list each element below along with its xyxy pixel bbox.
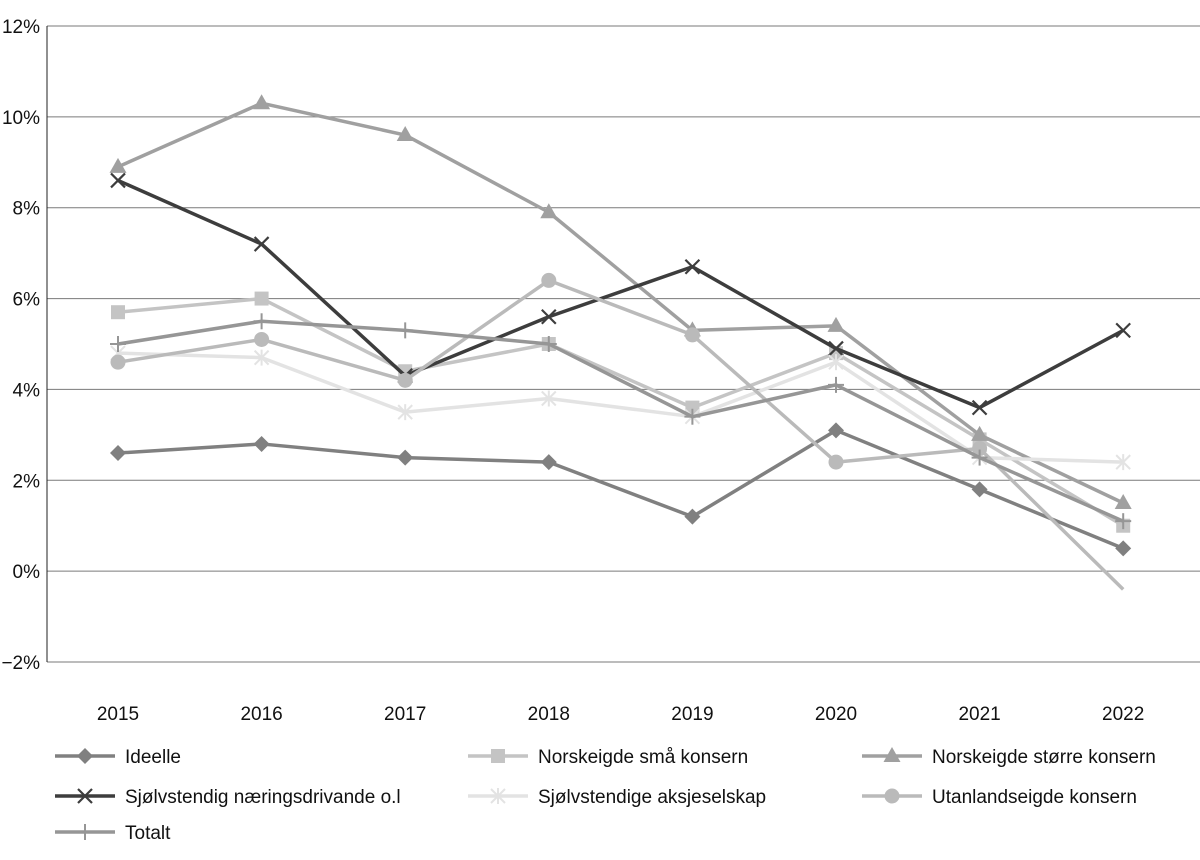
legend-item: Sjølvstendig næringsdrivande o.l xyxy=(55,787,401,808)
data-point xyxy=(684,327,700,343)
data-point xyxy=(110,172,126,189)
data-point xyxy=(253,313,270,330)
y-tick-label: 2% xyxy=(13,471,41,492)
series-utanlandseigde-konsern xyxy=(110,272,1125,591)
data-point xyxy=(540,454,557,471)
data-point xyxy=(828,376,844,393)
x-tick-label: 2019 xyxy=(671,704,713,725)
data-point xyxy=(971,399,988,416)
series-norskeigde-sma-konsern xyxy=(111,291,1131,533)
data-point xyxy=(971,449,988,466)
data-point xyxy=(540,203,558,219)
data-point xyxy=(110,354,126,370)
series-line xyxy=(117,278,1125,591)
data-point xyxy=(254,331,270,347)
legend-label: Norskeigde større konsern xyxy=(932,747,1156,768)
series-sjolvstendig-naeringsdrivande-o-l xyxy=(110,172,1131,416)
data-point xyxy=(397,404,413,421)
data-point xyxy=(684,508,701,525)
x-tick-label: 2015 xyxy=(97,704,139,725)
data-point xyxy=(972,440,988,456)
y-tick-label: 8% xyxy=(13,199,41,220)
data-point xyxy=(828,454,844,470)
legend-label: Ideelle xyxy=(125,747,181,768)
y-tick-label: 4% xyxy=(13,380,41,401)
series-line xyxy=(117,319,1124,523)
legend-label: Utanlandseigde konsern xyxy=(932,787,1137,808)
series-ideelle xyxy=(110,422,1132,557)
x-tick-label: 2021 xyxy=(958,704,1000,725)
data-point xyxy=(685,400,700,415)
legend-item: Sjølvstendige aksjeselskap xyxy=(468,787,766,808)
legend-item: Totalt xyxy=(55,823,171,844)
y-tick-label: 10% xyxy=(2,108,40,129)
series-totalt xyxy=(110,313,1132,530)
data-point xyxy=(541,390,557,407)
series-line xyxy=(117,351,1124,464)
legend-marker xyxy=(491,749,505,763)
data-point xyxy=(253,435,270,452)
x-tick-label: 2020 xyxy=(815,704,857,725)
data-point xyxy=(827,316,845,332)
series-line xyxy=(117,101,1124,505)
series-line xyxy=(117,428,1124,551)
data-point xyxy=(397,372,413,388)
data-point xyxy=(828,340,844,357)
y-tick-label: 12% xyxy=(2,17,40,38)
data-point xyxy=(684,258,701,275)
data-point xyxy=(1115,513,1132,530)
x-tick-label: 2017 xyxy=(384,704,426,725)
legend-label: Sjølvstendige aksjeselskap xyxy=(538,787,766,808)
data-point xyxy=(254,291,269,306)
legend-marker xyxy=(77,788,93,804)
legend-label: Sjølvstendig næringsdrivande o.l xyxy=(125,787,401,808)
series-line xyxy=(117,296,1125,528)
legend-label: Totalt xyxy=(125,823,171,844)
data-point xyxy=(1115,540,1132,557)
data-point xyxy=(1115,454,1131,471)
data-point xyxy=(253,236,270,252)
data-point xyxy=(253,94,271,110)
legend-marker xyxy=(77,824,93,840)
data-point xyxy=(971,425,989,441)
data-point xyxy=(397,322,414,339)
data-point xyxy=(541,272,557,288)
x-tick-label: 2016 xyxy=(240,704,282,725)
x-tick-label: 2018 xyxy=(528,704,570,725)
y-tick-label: −2% xyxy=(1,653,40,674)
legend-item: Ideelle xyxy=(55,747,181,768)
legend-item: Norskeigde større konsern xyxy=(862,747,1156,768)
data-point xyxy=(109,157,127,173)
y-tick-label: 0% xyxy=(13,562,41,583)
y-tick-label: 6% xyxy=(13,290,41,311)
data-point xyxy=(397,449,414,466)
data-point xyxy=(111,305,125,320)
legend-label: Norskeigde små konsern xyxy=(538,747,748,768)
series-layer xyxy=(109,94,1132,591)
legend-marker xyxy=(884,788,900,804)
series-line xyxy=(117,178,1125,410)
data-point xyxy=(110,445,126,462)
data-point xyxy=(1115,322,1131,339)
data-point xyxy=(396,126,414,142)
legend-item: Norskeigde små konsern xyxy=(468,747,748,768)
data-point xyxy=(828,422,844,439)
data-point xyxy=(253,349,270,366)
data-point xyxy=(1114,494,1132,509)
data-point xyxy=(971,481,988,498)
x-tick-label: 2022 xyxy=(1102,704,1144,725)
data-point xyxy=(684,408,701,425)
legend: Ideelle Norskeigde små konsern Norskeigde … xyxy=(55,747,1156,844)
data-point xyxy=(828,354,844,371)
data-point xyxy=(541,308,557,325)
legend-marker xyxy=(77,748,93,764)
legend-item: Utanlandseigde konsern xyxy=(862,787,1137,808)
axes: −2% 0% 2% 4% 6% 8% 10% 12% 2015 2016 2017 2018 2019 2… xyxy=(1,17,1144,725)
legend-marker xyxy=(490,788,506,804)
grid-lines xyxy=(47,25,1200,663)
data-point xyxy=(540,336,557,352)
legend-marker xyxy=(883,747,901,762)
data-point xyxy=(110,336,126,352)
